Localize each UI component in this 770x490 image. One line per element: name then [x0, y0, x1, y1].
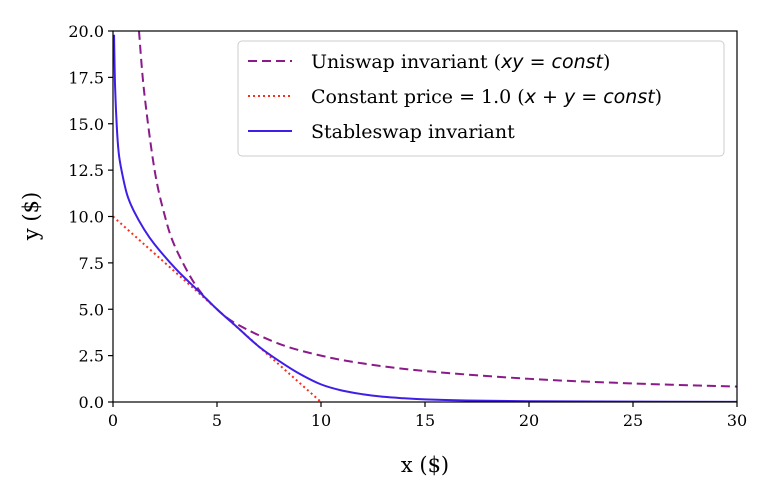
plot-frame [112, 30, 738, 403]
legend-label: Constant price = 1.0 (x + y = const) [311, 86, 662, 108]
legend-label-suffix: ) [603, 51, 610, 73]
x-tick-label: 30 [727, 411, 747, 430]
legend: Uniswap invariant (xy = const)Constant p… [237, 40, 725, 157]
legend-label-math: xy = const [500, 51, 604, 73]
series-line-0 [138, 31, 737, 388]
legend-label-suffix: ) [655, 86, 662, 108]
x-tick-label: 0 [108, 411, 118, 430]
legend-entries: Uniswap invariant (xy = const)Constant p… [248, 51, 662, 143]
legend-label: Uniswap invariant (xy = const) [311, 51, 610, 73]
y-tick-label: 10.0 [68, 208, 104, 227]
legend-label-text: Stableswap invariant [311, 121, 515, 143]
legend-box [237, 40, 725, 157]
x-tick-label: 10 [311, 411, 331, 430]
x-tick-label: 5 [212, 411, 222, 430]
y-tick-label: 12.5 [68, 161, 104, 180]
x-tick-label: 20 [519, 411, 539, 430]
legend-label-math: x + y = const [524, 86, 656, 108]
y-tick-label: 15.0 [68, 115, 104, 134]
series-layer [113, 31, 737, 402]
x-tick-label: 15 [415, 411, 435, 430]
legend-label-text: Uniswap invariant ( [311, 51, 501, 73]
y-tick-label: 17.5 [68, 68, 104, 87]
ticks-layer: 0 5 10 15 20 25 30 0.0 2.5 5.0 7.5 10.0 12.5 15.0 17.5… [68, 22, 747, 430]
series-line-2 [113, 34, 737, 402]
y-tick-label: 7.5 [79, 254, 104, 273]
y-tick-label: 2.5 [79, 347, 104, 366]
y-tick-label: 0.0 [79, 393, 104, 412]
y-tick-label: 20.0 [68, 22, 104, 41]
x-axis-title: x ($) [401, 453, 449, 477]
y-tick-label: 5.0 [79, 300, 104, 319]
legend-label-text: Constant price = 1.0 ( [311, 86, 525, 108]
x-tick-label: 25 [623, 411, 643, 430]
y-axis-title: y ($) [19, 192, 43, 241]
legend-label: Stableswap invariant [311, 121, 515, 143]
